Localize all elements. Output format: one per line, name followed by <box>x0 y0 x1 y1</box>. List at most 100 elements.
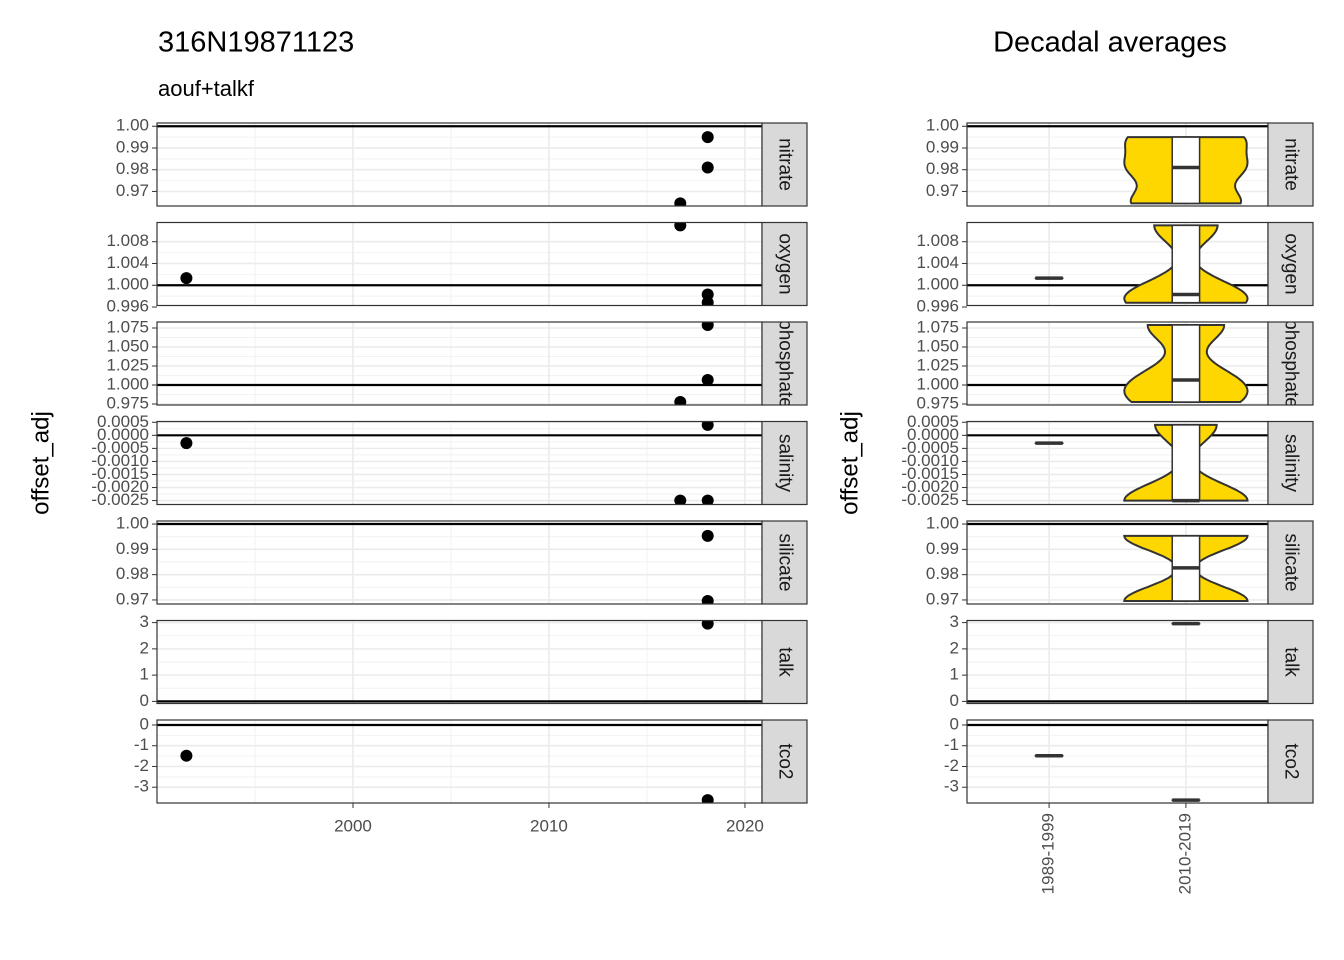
panel <box>157 720 762 803</box>
y-tick-label: 1.050 <box>106 336 149 355</box>
panel-content <box>967 123 1268 206</box>
y-tick-label: 1.004 <box>916 253 959 272</box>
box <box>1171 424 1201 502</box>
strip-label: oxygen <box>774 233 795 294</box>
y-tick-label: 0.97 <box>926 181 959 200</box>
panel-content <box>157 521 762 604</box>
point <box>674 494 687 505</box>
y-tick-label: 1.000 <box>106 374 149 393</box>
y-tick-label: 3 <box>950 612 959 631</box>
panel <box>157 123 762 206</box>
panel <box>157 322 762 405</box>
strip-clip: nitrate <box>1280 138 1301 191</box>
strip <box>1267 321 1314 406</box>
strip-clip: silicate <box>774 533 795 591</box>
strip-clip: phosphate <box>774 319 795 408</box>
y-tick-label: -0.0020 <box>901 477 959 496</box>
strip <box>761 520 808 605</box>
y-tick-label: 1.00 <box>116 116 149 135</box>
box <box>1171 224 1201 304</box>
panel <box>157 521 762 604</box>
y-tick-label: 1.000 <box>916 275 959 294</box>
strip-clip: salinity <box>1280 434 1301 493</box>
strip-label: salinity <box>774 434 795 493</box>
y-tick-label: 0.0005 <box>907 412 959 431</box>
panel-content <box>157 720 762 803</box>
strip-label: oxygen <box>1280 233 1301 294</box>
y-tick-label: 0.97 <box>116 181 149 200</box>
point <box>701 421 714 431</box>
y-tick-label: 0.0005 <box>97 412 149 431</box>
y-tick-label: 1.004 <box>106 253 149 272</box>
y-tick-label: 2 <box>140 638 149 657</box>
point <box>701 594 714 604</box>
y-axis-title: offset_adj <box>836 411 863 515</box>
y-tick-label: -1 <box>944 735 959 754</box>
point <box>701 161 714 174</box>
strip-clip: nitrate <box>774 138 795 191</box>
point <box>701 322 714 331</box>
y-tick-label: 0 <box>140 714 149 733</box>
strip-clip: tco2 <box>1280 744 1301 780</box>
strip-clip: oxygen <box>774 233 795 294</box>
panel-content <box>967 720 1268 803</box>
y-tick-label: -0.0010 <box>91 451 149 470</box>
strip-label: talk <box>1280 647 1301 677</box>
strip <box>1267 122 1314 207</box>
chart-subtitle: aouf+talkf <box>158 76 255 101</box>
y-tick-label: -0.0015 <box>91 464 149 483</box>
y-tick-label: -0.0010 <box>901 451 959 470</box>
y-tick-label: 1.00 <box>926 514 959 533</box>
strip-label: salinity <box>1280 434 1301 493</box>
y-tick-label: 1.008 <box>916 231 959 250</box>
strip <box>1267 221 1314 307</box>
y-tick-label: 0.996 <box>106 297 149 316</box>
strip-clip: tco2 <box>774 744 795 780</box>
y-tick-label: 1.00 <box>116 514 149 533</box>
y-tick-label: -0.0020 <box>91 477 149 496</box>
strip-clip: talk <box>774 647 795 677</box>
y-tick-label: 1 <box>140 665 149 684</box>
y-tick-label: 1.000 <box>106 275 149 294</box>
strip-clip: phosphate <box>1280 319 1301 408</box>
y-tick-label: 0.0000 <box>97 425 149 444</box>
panel-content <box>157 421 762 505</box>
strip <box>761 122 808 207</box>
panel-content <box>967 222 1268 306</box>
right-title: Decadal averages <box>993 27 1227 59</box>
strip <box>761 719 808 804</box>
y-tick-label: 0.99 <box>116 137 149 156</box>
strip-label: tco2 <box>774 744 795 780</box>
y-tick-label: 0 <box>950 691 959 710</box>
point <box>701 529 714 542</box>
strip <box>761 619 808 705</box>
point <box>180 749 193 762</box>
point <box>180 272 193 285</box>
y-tick-label: 0.98 <box>116 564 149 583</box>
x-tick-label: 2000 <box>334 816 372 835</box>
panel <box>967 720 1268 803</box>
panel-content <box>967 620 1268 704</box>
strip <box>1267 619 1314 705</box>
y-axis-title: offset_adj <box>27 411 54 515</box>
point <box>701 494 714 505</box>
y-tick-label: -2 <box>944 756 959 775</box>
x-tick-label: 2010 <box>530 816 568 835</box>
strip-label: phosphate <box>1280 319 1301 408</box>
y-tick-label: 0.99 <box>116 539 149 558</box>
panel-content <box>967 421 1268 505</box>
point <box>701 296 714 306</box>
y-tick-label: 0.99 <box>926 137 959 156</box>
y-tick-label: 0.97 <box>116 589 149 608</box>
y-tick-label: 0.975 <box>916 393 959 412</box>
y-tick-label: 0.99 <box>926 539 959 558</box>
y-tick-label: 1.008 <box>106 231 149 250</box>
y-tick-label: 1.00 <box>926 116 959 135</box>
panel-content <box>157 620 762 704</box>
strip-label: phosphate <box>774 319 795 408</box>
strip <box>1267 520 1314 605</box>
strip <box>1267 420 1314 506</box>
panel-content <box>157 322 762 405</box>
